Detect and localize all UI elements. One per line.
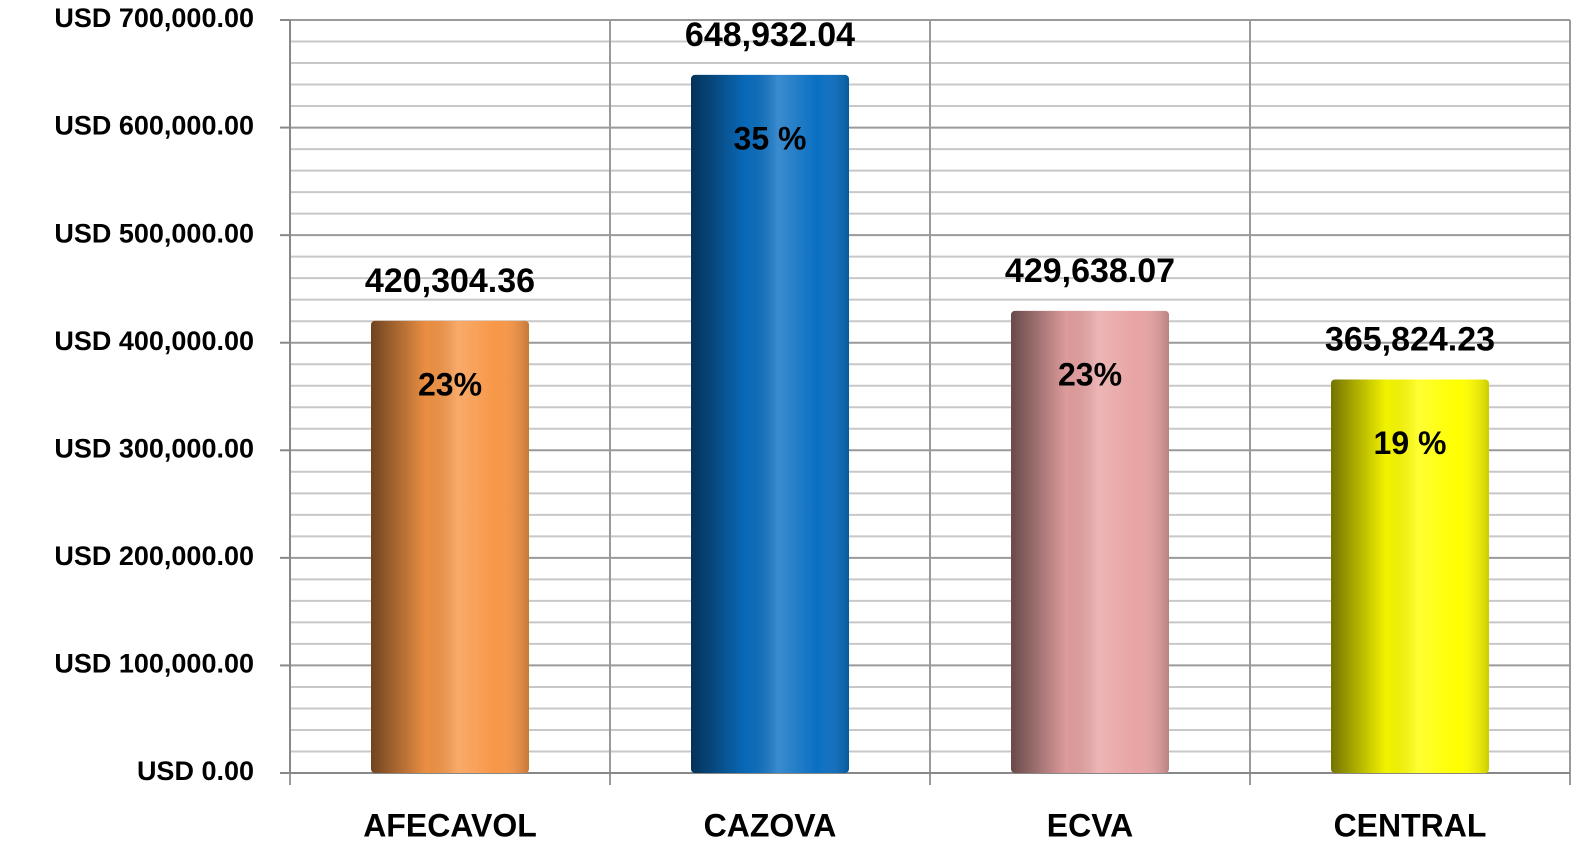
bar-shade bbox=[1331, 379, 1489, 773]
x-tick-label: CAZOVA bbox=[704, 807, 837, 843]
value-label: 420,304.36 bbox=[365, 262, 535, 300]
share-label: 23% bbox=[1058, 356, 1122, 392]
value-label: 648,932.04 bbox=[685, 16, 855, 54]
y-tick-label: USD 200,000.00 bbox=[54, 541, 254, 571]
y-tick-label: USD 400,000.00 bbox=[54, 326, 254, 356]
bar-shade bbox=[691, 74, 849, 774]
bar-shade bbox=[371, 320, 529, 773]
y-tick-label: USD 600,000.00 bbox=[54, 111, 254, 141]
value-label: 365,824.23 bbox=[1325, 320, 1495, 358]
y-tick-label: USD 700,000.00 bbox=[54, 3, 254, 33]
x-tick-label: CENTRAL bbox=[1334, 807, 1487, 843]
share-label: 35 % bbox=[734, 120, 807, 156]
x-tick-label: AFECAVOL bbox=[363, 807, 537, 843]
marks bbox=[371, 74, 1489, 774]
y-tick-label: USD 100,000.00 bbox=[54, 649, 254, 679]
labels: USD 0.00 USD 100,000.00 USD 200,000.00 USD … bbox=[54, 3, 1495, 843]
y-tick-label: USD 300,000.00 bbox=[54, 433, 254, 463]
x-tick-label: ECVA bbox=[1047, 807, 1134, 843]
y-tick-label: USD 0.00 bbox=[137, 756, 254, 786]
share-label: 19 % bbox=[1374, 425, 1447, 461]
value-label: 429,638.07 bbox=[1005, 252, 1175, 290]
bar-shade bbox=[1011, 310, 1169, 773]
y-tick-label: USD 500,000.00 bbox=[54, 218, 254, 248]
share-label: 23% bbox=[418, 366, 482, 402]
